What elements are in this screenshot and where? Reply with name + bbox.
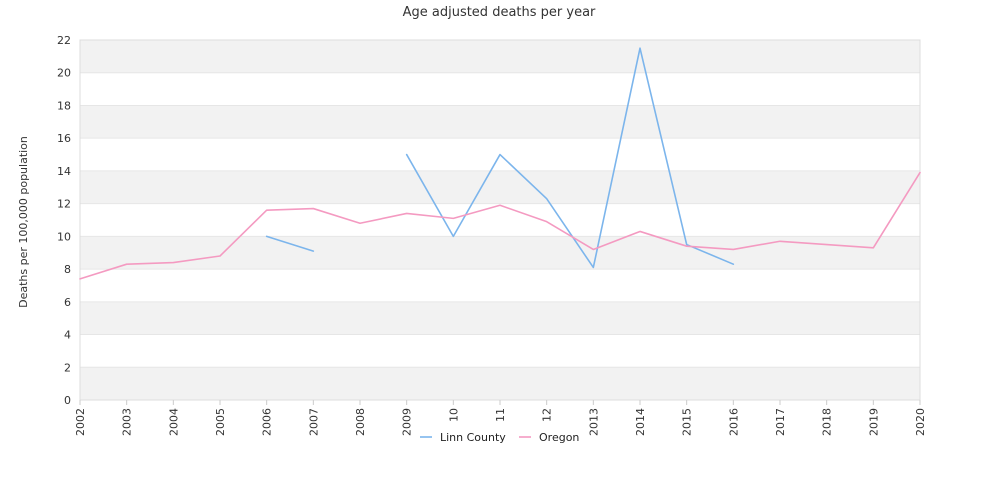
y-tick-label: 10 [57,230,71,243]
y-tick-label: 16 [57,132,71,145]
x-tick-label: 2018 [821,408,834,436]
grid-band [80,105,920,139]
x-tick-label: 2007 [307,408,320,436]
x-tick-label: 2002 [74,408,87,436]
y-tick-label: 6 [64,296,71,309]
series-line-linn-county [265,47,735,269]
grid-band [80,301,920,335]
x-tick-label: 2014 [634,408,647,436]
x-tick-label: 2016 [727,408,740,436]
x-tick-label: 2005 [214,408,227,436]
y-tick-label: 12 [57,198,71,211]
x-tick-label: 12 [541,408,554,422]
y-tick-label: 8 [64,263,71,276]
y-tick-label: 14 [57,165,71,178]
y-tick-label: 2 [64,361,71,374]
x-tick-label: 2003 [121,408,134,436]
grid-band [80,236,920,270]
x-axis-ticks: 2002 2003 2004 2005 2006 2007 2008 2009 10 11 12 20… [74,400,927,436]
x-tick-label: 2006 [261,408,274,436]
x-tick-label: 2009 [401,408,414,436]
legend-label: Oregon [539,431,579,444]
plot-frame [79,39,921,401]
x-tick-label: 2008 [354,408,367,436]
x-tick-label: 2004 [167,408,180,436]
legend-item-linn-county[interactable]: Linn County [420,431,506,444]
y-tick-label: 22 [57,34,71,47]
series-line-oregon [79,171,921,280]
x-tick-label: 10 [447,408,460,422]
y-tick-label: 4 [64,329,71,342]
y-axis-label: Deaths per 100,000 population [17,136,30,308]
x-tick-label: 11 [494,408,507,422]
x-tick-label: 2015 [681,408,694,436]
x-tick-label: 2019 [867,408,880,436]
x-tick-label: 2020 [914,408,927,436]
grid-band [80,40,920,73]
legend-item-oregon[interactable]: Oregon [519,431,579,444]
y-tick-label: 20 [57,67,71,80]
y-tick-label: 0 [64,394,71,407]
x-tick-label: 2017 [774,408,787,436]
plot-border [79,39,921,401]
y-tick-label: 18 [57,99,71,112]
legend[interactable]: Linn County Oregon [420,431,579,444]
grid-band [80,367,920,400]
series-lines [79,47,921,280]
y-axis-ticks: 0 2 4 6 8 10 12 14 16 18 20 22 [57,34,71,407]
grid-band [80,170,920,204]
x-tick-label: 2013 [587,408,600,436]
legend-label: Linn County [440,431,506,444]
grid-bands [80,39,920,401]
chart-title: Age adjusted deaths per year [403,5,596,20]
